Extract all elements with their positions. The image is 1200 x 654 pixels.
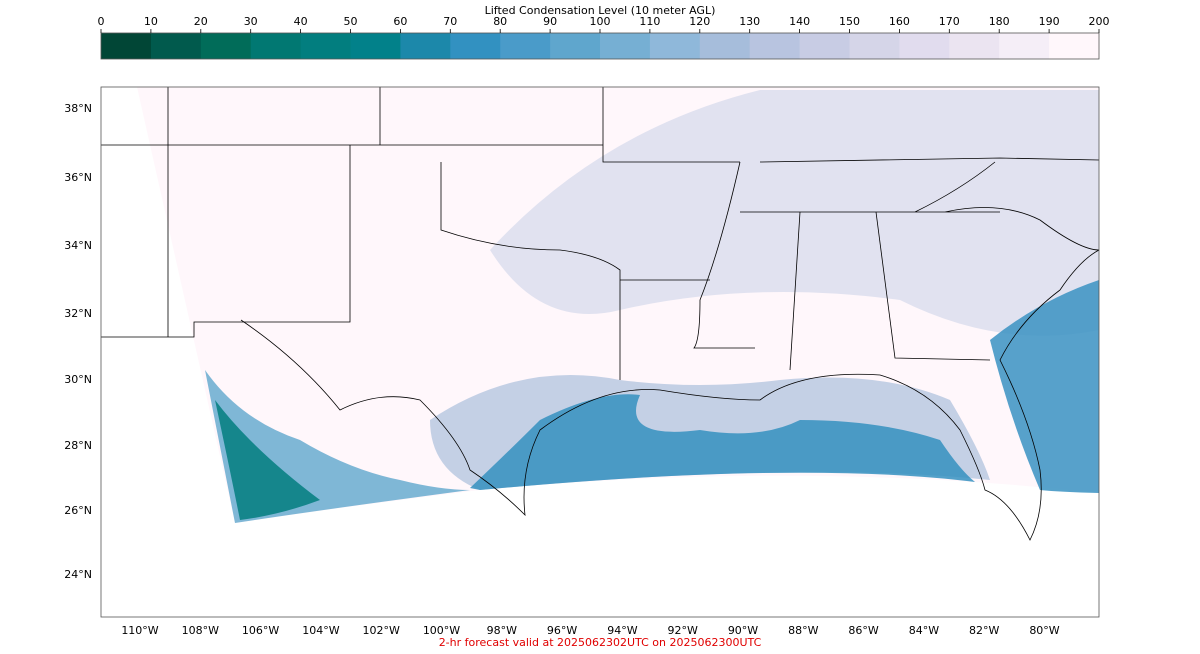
longitude-label: 104°W [302, 624, 339, 637]
latitude-label: 34°N [64, 239, 92, 252]
colorbar-segment [1049, 33, 1100, 59]
colorbar-segment [300, 33, 351, 59]
longitude-label: 110°W [121, 624, 158, 637]
field-wash [490, 90, 1099, 336]
colorbar-segment [999, 33, 1050, 59]
latitude-label: 30°N [64, 373, 92, 386]
colorbar-tick-label: 70 [443, 15, 457, 28]
colorbar-title: Lifted Condensation Level (10 meter AGL) [485, 4, 716, 17]
colorbar-tick-label: 100 [590, 15, 611, 28]
longitude-label: 82°W [969, 624, 999, 637]
colorbar-tick-label: 10 [144, 15, 158, 28]
colorbar-segment [550, 33, 601, 59]
latitude-label: 26°N [64, 504, 92, 517]
colorbar-tick-label: 180 [989, 15, 1010, 28]
longitude-label: 94°W [607, 624, 637, 637]
gulf-field [470, 394, 975, 490]
colorbar-segment [150, 33, 202, 59]
atlantic-field [990, 280, 1099, 493]
colorbar-segment [600, 33, 651, 59]
colorbar-tick-label: 140 [789, 15, 810, 28]
colorbar-segment [200, 33, 252, 59]
colorbar-segment [350, 33, 401, 59]
colorbar-tick-label: 30 [244, 15, 258, 28]
latitude-label: 36°N [64, 171, 92, 184]
colorbar-tick-label: 40 [294, 15, 308, 28]
colorbar-tick-label: 0 [98, 15, 105, 28]
forecast-note: 2-hr forecast valid at 2025062302UTC on … [439, 636, 762, 649]
colorbar-tick-label: 20 [194, 15, 208, 28]
longitude-label: 100°W [423, 624, 460, 637]
longitude-label: 92°W [668, 624, 698, 637]
colorbar-segment [101, 33, 152, 59]
colorbar-tick-label: 130 [739, 15, 760, 28]
latitude-label: 24°N [64, 568, 92, 581]
longitude-label: 90°W [728, 624, 758, 637]
colorbar-segment [250, 33, 302, 59]
colorbar-segment [450, 33, 501, 59]
colorbar-tick-label: 90 [543, 15, 557, 28]
colorbar-segment [899, 33, 950, 59]
latitude-label: 38°N [64, 102, 92, 115]
colorbar-tick-label: 190 [1039, 15, 1060, 28]
map-frame [100, 86, 1100, 618]
map [101, 87, 1100, 541]
mexico-low-lcl [215, 400, 320, 520]
colorbar-segment [799, 33, 850, 59]
colorbar [101, 33, 1100, 59]
colorbar-segment [849, 33, 900, 59]
latitude-label: 32°N [64, 307, 92, 320]
longitude-label: 88°W [788, 624, 818, 637]
longitude-label: 80°W [1029, 624, 1059, 637]
colorbar-segment [500, 33, 551, 59]
boundaries [101, 87, 1100, 541]
colorbar-segment [649, 33, 701, 59]
colorbar-tick-label: 80 [493, 15, 507, 28]
colorbar-tick-label: 60 [393, 15, 407, 28]
colorbar-segment [949, 33, 1000, 59]
longitude-label: 96°W [547, 624, 577, 637]
colorbar-segment [400, 33, 451, 59]
colorbar-tick-label: 160 [889, 15, 910, 28]
latitude-label: 28°N [64, 439, 92, 452]
longitude-label: 106°W [242, 624, 279, 637]
colorbar-tick-label: 200 [1089, 15, 1110, 28]
colorbar-tick-label: 150 [839, 15, 860, 28]
colorbar-tick-label: 120 [689, 15, 710, 28]
colorbar-tick-label: 110 [639, 15, 660, 28]
colorbar-segment [699, 33, 751, 59]
longitude-label: 102°W [363, 624, 400, 637]
longitude-label: 98°W [487, 624, 517, 637]
longitude-label: 84°W [909, 624, 939, 637]
colorbar-tick-label: 170 [939, 15, 960, 28]
colorbar-segment [749, 33, 801, 59]
longitude-label: 108°W [182, 624, 219, 637]
colorbar-tick-label: 50 [344, 15, 358, 28]
longitude-label: 86°W [848, 624, 878, 637]
